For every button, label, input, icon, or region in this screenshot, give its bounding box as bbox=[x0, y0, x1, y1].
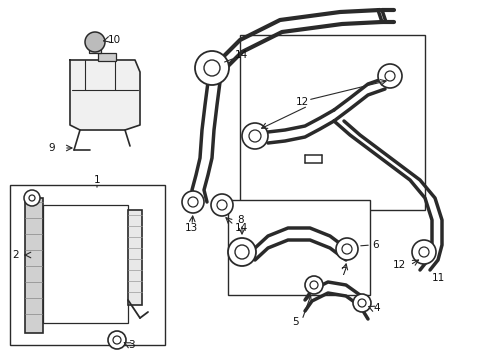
Text: 11: 11 bbox=[431, 273, 445, 283]
Circle shape bbox=[352, 294, 370, 312]
Text: 3: 3 bbox=[128, 340, 134, 350]
Bar bbox=[128, 210, 142, 305]
Bar bbox=[25, 198, 43, 333]
Circle shape bbox=[384, 71, 394, 81]
Circle shape bbox=[29, 195, 35, 201]
Text: 2: 2 bbox=[12, 250, 19, 260]
Bar bbox=[89, 48, 101, 53]
Circle shape bbox=[187, 197, 198, 207]
Circle shape bbox=[411, 240, 435, 264]
Text: 12: 12 bbox=[392, 260, 406, 270]
Circle shape bbox=[309, 281, 317, 289]
Circle shape bbox=[418, 247, 428, 257]
Circle shape bbox=[235, 245, 248, 259]
Circle shape bbox=[377, 64, 401, 88]
Circle shape bbox=[357, 299, 365, 307]
Text: 5: 5 bbox=[291, 317, 298, 327]
Circle shape bbox=[335, 238, 357, 260]
Circle shape bbox=[217, 200, 226, 210]
Text: 10: 10 bbox=[108, 35, 121, 45]
Polygon shape bbox=[70, 60, 140, 130]
Text: 4: 4 bbox=[372, 303, 379, 313]
Text: 13: 13 bbox=[184, 223, 198, 233]
Bar bbox=[10, 185, 164, 345]
Text: 7: 7 bbox=[339, 267, 346, 277]
Text: 6: 6 bbox=[371, 240, 378, 250]
Circle shape bbox=[182, 191, 203, 213]
Circle shape bbox=[203, 60, 220, 76]
Circle shape bbox=[305, 276, 323, 294]
Text: 8: 8 bbox=[237, 215, 243, 225]
Circle shape bbox=[85, 32, 105, 52]
Circle shape bbox=[24, 190, 40, 206]
Text: 1: 1 bbox=[94, 175, 100, 185]
Bar bbox=[227, 200, 369, 295]
Text: 9: 9 bbox=[48, 143, 55, 153]
Text: 14: 14 bbox=[235, 223, 248, 233]
Circle shape bbox=[341, 244, 351, 254]
Circle shape bbox=[242, 123, 267, 149]
Text: 14: 14 bbox=[235, 50, 248, 60]
Circle shape bbox=[210, 194, 232, 216]
Text: 12: 12 bbox=[295, 97, 308, 107]
Circle shape bbox=[113, 336, 121, 344]
Bar bbox=[43, 205, 128, 323]
Bar bbox=[98, 53, 116, 61]
Circle shape bbox=[227, 238, 256, 266]
Circle shape bbox=[248, 130, 261, 142]
Bar bbox=[240, 35, 424, 210]
Circle shape bbox=[195, 51, 228, 85]
Circle shape bbox=[108, 331, 126, 349]
